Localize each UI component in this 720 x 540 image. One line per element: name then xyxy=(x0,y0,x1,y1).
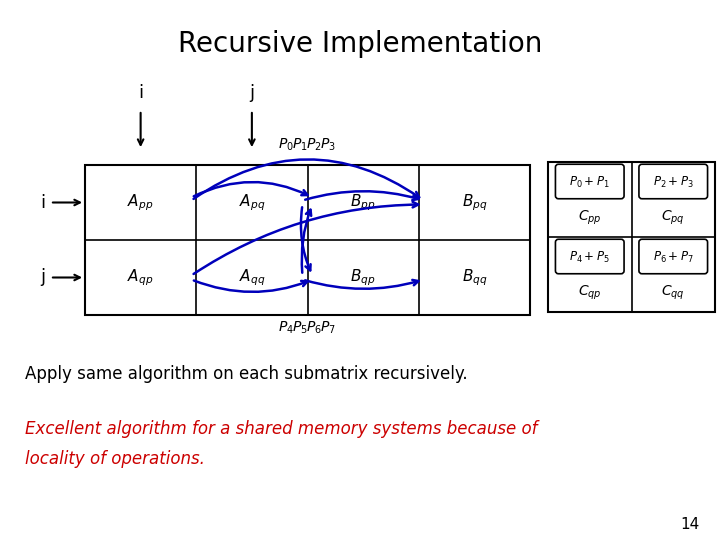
Text: i: i xyxy=(138,84,143,102)
FancyArrowPatch shape xyxy=(194,182,307,196)
Text: $P_1$: $P_1$ xyxy=(292,137,307,153)
Text: Recursive Implementation: Recursive Implementation xyxy=(178,30,542,58)
FancyArrowPatch shape xyxy=(301,207,310,271)
Text: $B_{pp}$: $B_{pp}$ xyxy=(351,192,376,213)
Text: $B_{pq}$: $B_{pq}$ xyxy=(462,192,487,213)
Text: $B_{qq}$: $B_{qq}$ xyxy=(462,267,487,288)
Text: 14: 14 xyxy=(680,517,700,532)
Text: $A_{pq}$: $A_{pq}$ xyxy=(239,192,265,213)
Text: Excellent algorithm for a shared memory systems because of: Excellent algorithm for a shared memory … xyxy=(25,420,538,438)
FancyArrowPatch shape xyxy=(305,280,418,289)
Text: j: j xyxy=(249,84,254,102)
Text: $B_{qp}$: $B_{qp}$ xyxy=(351,267,376,288)
Text: $P_4$: $P_4$ xyxy=(277,320,294,336)
FancyBboxPatch shape xyxy=(639,239,708,274)
FancyArrowPatch shape xyxy=(302,210,311,273)
Text: $P_7$: $P_7$ xyxy=(320,320,336,336)
Text: $A_{qp}$: $A_{qp}$ xyxy=(127,267,154,288)
Text: $C_{pp}$: $C_{pp}$ xyxy=(578,209,601,227)
Text: j: j xyxy=(40,268,45,287)
Text: $P_2$: $P_2$ xyxy=(306,137,321,153)
Text: $P_3$: $P_3$ xyxy=(320,137,336,153)
Text: i: i xyxy=(40,193,45,212)
Text: $P_2 + P_3$: $P_2 + P_3$ xyxy=(653,175,693,190)
Text: $C_{qq}$: $C_{qq}$ xyxy=(662,284,685,302)
FancyArrowPatch shape xyxy=(194,202,418,274)
Text: $P_5$: $P_5$ xyxy=(292,320,307,336)
FancyBboxPatch shape xyxy=(639,164,708,199)
FancyArrowPatch shape xyxy=(194,280,307,292)
FancyArrowPatch shape xyxy=(194,159,419,199)
Text: $P_0 + P_1$: $P_0 + P_1$ xyxy=(570,175,610,190)
Text: $A_{qq}$: $A_{qq}$ xyxy=(239,267,265,288)
Text: $P_0$: $P_0$ xyxy=(278,137,294,153)
FancyBboxPatch shape xyxy=(555,239,624,274)
Text: $P_4 + P_5$: $P_4 + P_5$ xyxy=(570,249,610,265)
Text: $P_6 + P_7$: $P_6 + P_7$ xyxy=(653,249,693,265)
FancyBboxPatch shape xyxy=(555,164,624,199)
Bar xyxy=(548,162,715,312)
Text: $C_{pq}$: $C_{pq}$ xyxy=(662,209,685,227)
Text: $A_{pp}$: $A_{pp}$ xyxy=(127,192,154,213)
Text: $P_6$: $P_6$ xyxy=(305,320,321,336)
Text: Apply same algorithm on each submatrix recursively.: Apply same algorithm on each submatrix r… xyxy=(25,365,467,383)
FancyArrowPatch shape xyxy=(305,191,418,200)
Text: locality of operations.: locality of operations. xyxy=(25,450,205,468)
Text: $C_{qp}$: $C_{qp}$ xyxy=(578,284,601,302)
Bar xyxy=(85,165,530,315)
